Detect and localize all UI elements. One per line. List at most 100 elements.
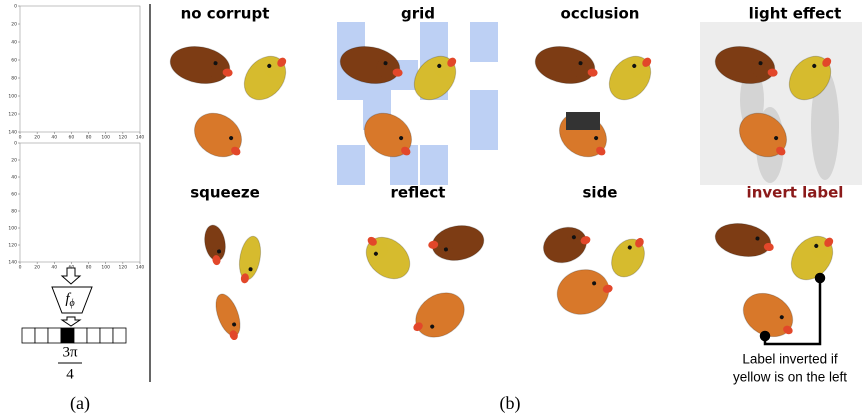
y-tick-label: 60 [11,192,17,198]
duck [611,237,645,278]
encoder-box [51,286,93,314]
duck-head [567,231,586,251]
x-tick-label: 40 [51,135,57,141]
duck-beak [231,146,241,156]
duck-head [584,276,609,301]
duck-eye [430,324,435,329]
y-tick-label: 100 [8,226,17,232]
duck-eye [578,61,583,66]
duck-beak [642,57,652,67]
duck-beak [447,57,457,67]
duck-eye [758,61,763,66]
duck [204,224,226,266]
bin [47,327,62,344]
duck-body [215,293,241,337]
duck-eye [571,235,576,240]
y-tick-label: 140 [8,130,17,136]
duck-beak [367,236,377,246]
duck [413,292,465,338]
duck-eye [627,245,632,250]
duck [238,235,262,284]
grid-cell [337,145,365,185]
grid-cell [470,90,498,130]
duck [788,55,832,101]
y-tick-label: 60 [11,58,17,64]
x-tick-label: 80 [86,265,92,271]
duck-head [571,57,592,78]
panel-title: invert label [747,184,844,202]
bin [112,327,127,344]
duck [243,55,287,101]
bin [99,327,114,344]
y-tick-label: 40 [11,40,17,46]
duck [194,112,242,158]
duck-head [242,264,254,276]
duck-beak [240,273,249,284]
duck-eye [373,251,378,256]
panel-label: (a) [70,393,90,414]
duck [543,226,591,264]
x-tick-label: 100 [101,135,110,141]
duck [742,292,794,338]
duck [556,269,613,315]
duck-beak [413,322,423,332]
x-tick-label: 140 [136,265,145,271]
y-tick-label: 0 [14,141,17,147]
x-tick-label: 140 [136,135,145,141]
encoder-symbol: f [65,291,71,307]
duck-eye [594,136,599,141]
duck-beak [401,146,411,156]
duck-beak [767,68,778,77]
y-tick-label: 120 [8,112,17,118]
y-tick-label: 80 [11,76,17,82]
duck-beak [602,284,613,293]
duck-beak [596,146,606,156]
duck-beak [428,240,439,249]
duck-beak [635,237,644,248]
arrow [60,267,82,327]
bin [86,327,101,344]
duck [790,235,834,281]
duck-head [749,233,767,252]
duck [608,55,652,101]
duck [215,293,241,341]
grid-cell [420,22,448,62]
duck-beak [212,255,221,266]
duck [169,46,233,84]
duck-eye [779,315,784,320]
x-tick-label: 0 [19,265,22,271]
duck [413,55,457,101]
bin [34,327,49,344]
output-bins [21,327,127,344]
duck-eye [267,63,272,68]
fraction-numerator: 3π [62,344,78,360]
duck-eye [437,63,442,68]
duck [534,46,598,84]
duck-eye [229,136,234,141]
duck-beak [222,68,233,77]
bin [60,327,75,344]
duck-eye [217,249,222,254]
occluder [566,112,600,130]
x-tick-label: 100 [101,265,110,271]
panel-label: (b) [500,393,521,414]
grid-cell [470,130,498,150]
bin [21,327,36,344]
y-tick-label: 100 [8,94,17,100]
x-tick-label: 120 [119,135,128,141]
duck-eye [399,136,404,141]
panel-title: side [583,184,618,202]
panel-title: grid [401,5,435,23]
annotation-connector [759,272,826,346]
y-tick-label: 80 [11,209,17,215]
duck-head [206,57,227,78]
duck-body [243,55,287,101]
y-tick-label: 20 [11,158,17,164]
duck-body [790,235,834,281]
panel-title: reflect [391,184,446,202]
duck [428,225,485,261]
duck [739,112,787,158]
annotation: yellow is on the left [733,370,847,385]
y-tick-label: 120 [8,243,17,249]
